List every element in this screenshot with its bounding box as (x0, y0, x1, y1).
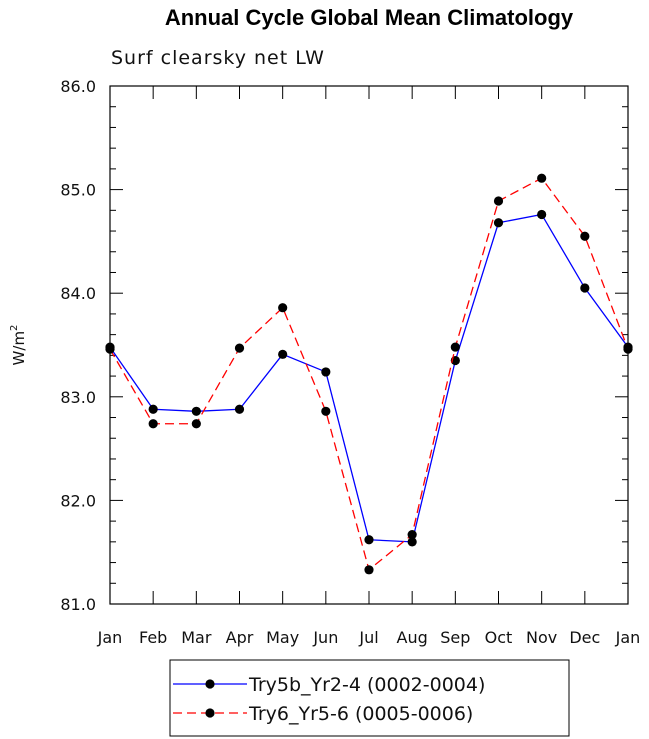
x-tick-label: May (266, 628, 299, 647)
data-point (321, 367, 331, 377)
x-tick-label: Aug (397, 628, 428, 647)
data-point (407, 537, 417, 547)
x-tick-label: Feb (139, 628, 167, 647)
legend-marker (205, 679, 215, 689)
data-point (450, 342, 460, 352)
y-tick-label: 84.0 (60, 284, 96, 303)
y-axis-label-base: W/m (10, 331, 28, 366)
data-point (537, 209, 547, 220)
data-point (105, 344, 115, 354)
data-point (278, 349, 288, 359)
data-point (407, 529, 417, 540)
y-tick-label: 86.0 (60, 77, 96, 96)
x-tick-label: Jun (312, 628, 338, 647)
y-tick-label: 82.0 (60, 491, 96, 510)
data-point (493, 196, 504, 206)
series-1 (105, 209, 633, 547)
x-tick-label: Nov (526, 628, 557, 647)
x-tick-label: Sep (440, 628, 470, 647)
chart-subtitle: Surf clearsky net LW (111, 47, 325, 69)
y-axis-label-superscript: 2 (9, 325, 20, 331)
data-point (191, 419, 201, 429)
legend-item: Try6_Yr5-6 (0005-0006) (173, 703, 473, 725)
y-tick-label: 81.0 (60, 595, 96, 614)
x-tick-label: Oct (485, 628, 513, 647)
data-point (364, 535, 374, 545)
y-tick-label: 83.0 (60, 388, 96, 407)
svg-text:W/m2: W/m2 (9, 325, 28, 366)
x-tick-label: Jan (615, 628, 641, 647)
data-point (278, 303, 288, 313)
axis-ticks (109, 85, 629, 605)
legend-box (169, 659, 570, 737)
data-point (234, 404, 245, 414)
data-point (493, 218, 504, 228)
data-point (148, 419, 158, 429)
y-axis-label: W/m2 (9, 325, 28, 366)
data-point (321, 406, 331, 416)
legend-label: Try5b_Yr2-4 (0002-0004) (248, 674, 485, 696)
data-point (537, 173, 547, 183)
x-tick-labels: Jan Feb Mar Apr May Jun Jul Aug Sep Oct Nov Dec Jan (97, 628, 641, 647)
data-point (191, 406, 201, 416)
chart-title: Annual Cycle Global Mean Climatology (165, 5, 574, 30)
plot-frame (109, 85, 629, 605)
data-point (364, 565, 374, 575)
series-line (109, 177, 629, 571)
x-tick-label: Jul (358, 628, 378, 647)
x-tick-label: Dec (569, 628, 600, 647)
series-line (109, 213, 629, 543)
legend-marker (205, 708, 215, 718)
legend-label: Try6_Yr5-6 (0005-0006) (248, 703, 473, 725)
y-tick-labels: 81.0 82.0 83.0 84.0 85.0 86.0 (60, 77, 96, 614)
data-point (580, 231, 590, 241)
legend: Try5b_Yr2-4 (0002-0004) Try6_Yr5-6 (0005-… (169, 659, 570, 737)
y-tick-label: 85.0 (60, 181, 96, 200)
series-layer (105, 173, 633, 575)
series-2 (105, 173, 633, 575)
x-tick-label: Jan (97, 628, 123, 647)
data-point (623, 344, 633, 354)
data-point (148, 404, 158, 414)
x-tick-label: Mar (181, 628, 212, 647)
data-point (580, 283, 590, 293)
legend-item: Try5b_Yr2-4 (0002-0004) (173, 674, 485, 696)
x-tick-label: Apr (226, 628, 254, 647)
data-point (234, 343, 245, 353)
